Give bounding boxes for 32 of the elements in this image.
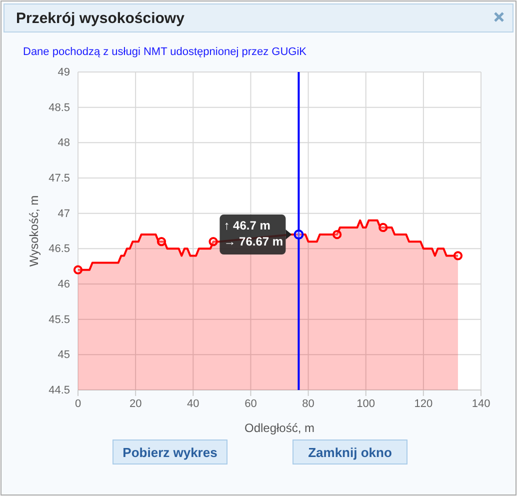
y-tick-label: 45 <box>58 349 70 362</box>
point <box>208 237 218 246</box>
y-tick-label: 46 <box>58 278 70 291</box>
chart-title: Przekrój wysokościowy <box>16 10 186 27</box>
x-tick-label: 40 <box>187 398 200 410</box>
x-tick-label: 140 <box>472 398 490 410</box>
point <box>453 251 463 260</box>
y-tick-label: 48 <box>58 137 70 150</box>
x-tick-label: 60 <box>244 398 257 410</box>
text: Pobierz wykres <box>122 445 218 460</box>
y-tick-label: 49 <box>58 66 70 79</box>
point <box>156 237 166 246</box>
x-tick-label: 80 <box>302 398 314 410</box>
x-tick-label: 120 <box>414 398 433 410</box>
y-tick-label: 44.5 <box>48 384 70 397</box>
point <box>378 222 388 232</box>
x-tick-label: 100 <box>356 398 376 410</box>
y-tick-label: 48.5 <box>48 102 70 114</box>
y-axis-title: Wysokość, m <box>27 195 41 267</box>
x-tick-label: 0 <box>74 398 82 410</box>
text: Zamknij okno <box>308 445 392 460</box>
x-tick-label: 20 <box>129 398 142 410</box>
tooltip: ↑ 46.7 m → 76.67 m <box>220 214 292 255</box>
y-tick-label: 47 <box>58 208 70 220</box>
y-tick-label: 47.5 <box>48 172 70 185</box>
x-axis-title: Odległość, m <box>244 421 315 435</box>
y-tick-label: 46.5 <box>48 243 70 256</box>
chart-subtitle: Dane pochodzą z usługi NMT udostępnionej przez GUGiK <box>23 46 308 58</box>
y-tick-label: 45.5 <box>48 314 70 326</box>
point <box>332 230 342 240</box>
point <box>73 265 83 274</box>
annotation: ↑ 46.7 m → 76.67 m <box>224 218 284 249</box>
